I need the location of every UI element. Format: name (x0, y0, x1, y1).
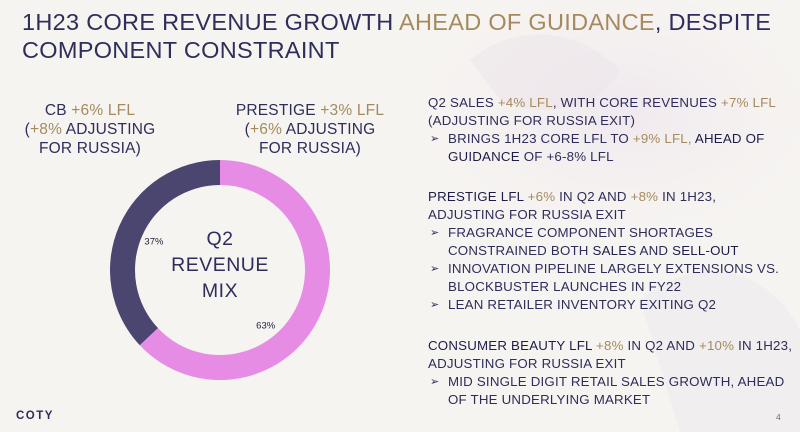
title-part1: 1H23 CORE REVENUE GROWTH (22, 9, 400, 35)
headline-2-run-0: PRESTIGE LFL (428, 189, 528, 204)
cb-open-paren: ( (24, 121, 30, 138)
commentary-block-3: CONSUMER BEAUTY LFL +8% IN Q2 AND +10% I… (428, 337, 793, 409)
arrow-bullet-icon: ➢ (430, 299, 440, 311)
sub-2-1-run-2: AND (636, 243, 673, 258)
headline-3-run-1: +8% (596, 338, 624, 353)
sub-bullet: ➢ BRINGS 1H23 CORE LFL TO +9% LFL, AHEAD … (428, 130, 793, 166)
coty-logo: COTY (16, 410, 54, 422)
prestige-for-russia: FOR RUSSIA) (258, 140, 362, 157)
cb-name: CB (44, 102, 72, 119)
title-highlight: AHEAD OF GUIDANCE (399, 9, 655, 35)
page-number: 4 (776, 412, 781, 422)
sub-bullet: ➢ INNOVATION PIPELINE LARGELY EXTENSIONS … (428, 260, 793, 296)
arrow-bullet-icon: ➢ (430, 263, 440, 275)
center-line-1: REVENUE (171, 254, 269, 276)
prestige-lfl: +3% LFL (320, 102, 385, 119)
headline-2-run-2: IN Q2 AND (555, 189, 631, 204)
donut-label-prestige: 63% (256, 321, 276, 332)
cb-segment-label: CB +6% LFL (+8% ADJUSTING FOR RUSSIA) (10, 101, 170, 158)
headline-3-run-5: ADJUSTING FOR RUSSIA EXIT (428, 356, 626, 371)
headline-2-run-4: IN 1H23, (658, 189, 717, 204)
sub-3-1-run-0: MID SINGLE DIGIT RETAIL SALES GROWTH, AH… (448, 374, 785, 407)
headline-1-run-4: +7% LFL (721, 95, 776, 110)
cb-adjusting: ADJUSTING (62, 121, 156, 138)
sub-2-2-run-0: INNOVATION PIPELINE LARGELY EXTENSIONS V… (448, 261, 780, 294)
arrow-bullet-icon: ➢ (430, 133, 440, 145)
revenue-mix-donut-chart: 37% 63% (110, 160, 330, 380)
sub-2-1-run-0: FRAGRANCE COMPONENT SHORTAGES CONSTRAINE… (448, 225, 714, 258)
prestige-open-paren: ( (244, 121, 250, 138)
prestige-adjusting: ADJUSTING (282, 121, 376, 138)
sub-2-3-run-0: LEAN RETAILER INVENTORY EXITING Q2 (448, 297, 717, 312)
headline-3-run-4: IN 1H23, (734, 338, 793, 353)
prestige-adjusted: +6% (250, 121, 283, 138)
headline-1-run-2: +4% LFL (497, 95, 553, 110)
headline-3-run-0: CONSUMER BEAUTY LFL (428, 338, 597, 353)
sub-2-1-run-1: SALES (592, 243, 637, 258)
block-headline: CONSUMER BEAUTY LFL +8% IN Q2 AND +10% I… (428, 337, 793, 373)
block-headline: Q2 SALES +4% LFL, WITH CORE REVENUES +7%… (428, 94, 793, 130)
donut-slice-cb (110, 160, 220, 346)
center-line-2: MIX (201, 280, 239, 302)
center-line-0: Q2 (206, 228, 234, 250)
arrow-bullet-icon: ➢ (430, 376, 440, 388)
headline-1-run-3: , WITH CORE REVENUES (552, 95, 722, 110)
sub-1-1-run-2: AHEAD OF GUIDANCE (448, 131, 765, 164)
cb-for-russia: FOR RUSSIA) (38, 140, 142, 157)
sub-2-1-run-3: SELL-OUT (672, 243, 739, 258)
sub-bullet: ➢ MID SINGLE DIGIT RETAIL SALES GROWTH, A… (428, 373, 793, 409)
cb-lfl: +6% LFL (71, 102, 136, 119)
sub-bullet: ➢ LEAN RETAILER INVENTORY EXITING Q2 (428, 296, 793, 314)
headline-3-run-2: IN Q2 AND (623, 338, 699, 353)
commentary-block-1: Q2 SALES +4% LFL, WITH CORE REVENUES +7%… (428, 94, 793, 166)
headline-1-run-0: Q2 (428, 95, 451, 110)
title-part2: , DESPITE COMPONENT CONSTRAINT (22, 9, 772, 63)
headline-1-run-5: (ADJUSTING FOR RUSSIA EXIT) (428, 113, 636, 128)
block-headline: PRESTIGE LFL +6% IN Q2 AND +8% IN 1H23, … (428, 188, 793, 224)
page-title: 1H23 CORE REVENUE GROWTH AHEAD OF GUIDAN… (22, 8, 782, 64)
headline-1-run-1: SALES (450, 95, 498, 110)
commentary-block-2: PRESTIGE LFL +6% IN Q2 AND +8% IN 1H23, … (428, 188, 793, 314)
headline-2-run-3: +8% (630, 189, 659, 204)
cb-adjusted: +8% (30, 121, 63, 138)
arrow-bullet-icon: ➢ (430, 227, 440, 239)
sub-1-1-run-1: +9% LFL, (632, 131, 692, 146)
headline-3-run-3: +10% (698, 338, 735, 353)
sub-bullet: ➢ FRAGRANCE COMPONENT SHORTAGES CONSTRAIN… (428, 224, 793, 260)
headline-2-run-5: ADJUSTING FOR RUSSIA EXIT (428, 207, 626, 222)
prestige-name: PRESTIGE (235, 102, 321, 119)
sub-1-1-run-3: OF +6-8% LFL (519, 149, 614, 164)
donut-label-cb: 37% (144, 236, 164, 247)
prestige-segment-label: PRESTIGE +3% LFL (+6% ADJUSTING FOR RUSS… (220, 101, 400, 158)
headline-2-run-1: +6% (527, 189, 556, 204)
donut-slice-prestige (139, 160, 330, 380)
donut-center-label: Q2 REVENUE MIX (150, 226, 290, 304)
sub-1-1-run-0: BRINGS 1H23 CORE LFL TO (448, 131, 633, 146)
